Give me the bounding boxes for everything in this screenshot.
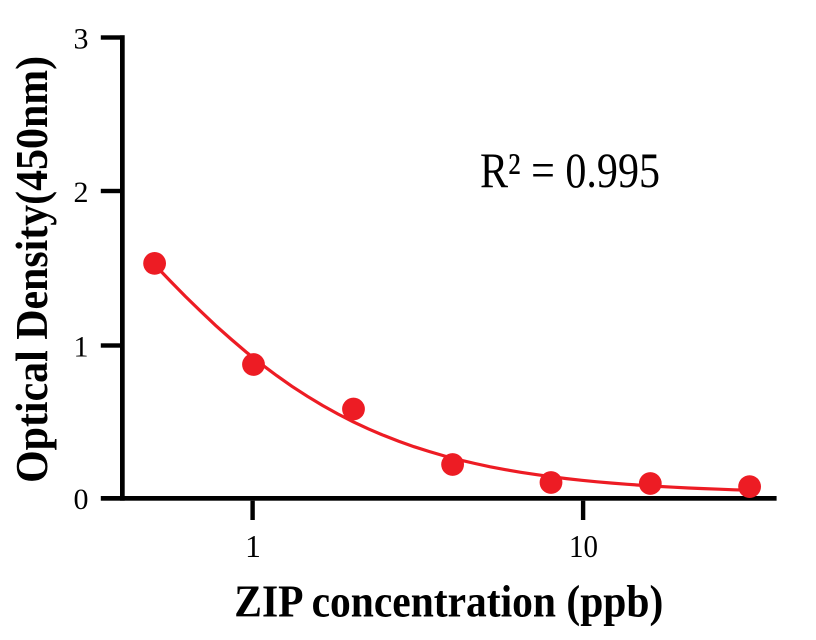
svg-text:3: 3 <box>74 23 89 56</box>
svg-text:1: 1 <box>74 331 89 364</box>
svg-text:0: 0 <box>74 483 89 516</box>
svg-text:2: 2 <box>74 176 89 209</box>
svg-text:R² = 0.995: R² = 0.995 <box>480 142 660 198</box>
svg-text:1: 1 <box>245 529 261 564</box>
svg-text:ZIP concentration (ppb): ZIP concentration (ppb) <box>234 576 663 627</box>
svg-text:Optical Density(450nm): Optical Density(450nm) <box>6 56 57 483</box>
svg-text:10: 10 <box>569 529 598 564</box>
